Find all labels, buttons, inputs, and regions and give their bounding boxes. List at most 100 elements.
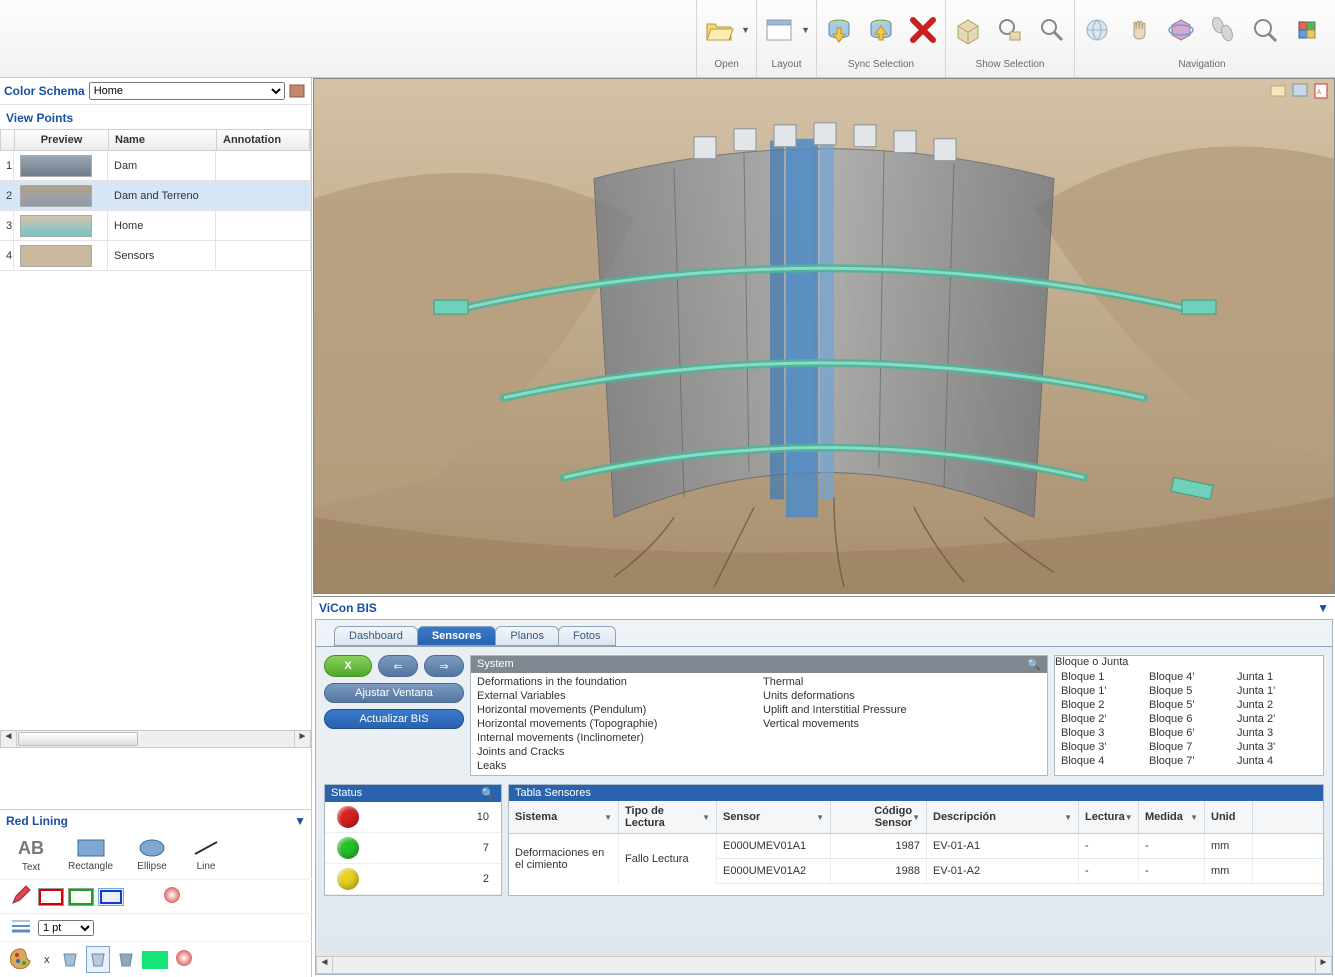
bucket-1-icon[interactable] <box>60 948 80 971</box>
system-search-icon[interactable]: 🔍 <box>1027 658 1041 671</box>
color-schema-select[interactable]: Home <box>89 82 285 100</box>
color-wheel-icon[interactable] <box>162 885 182 908</box>
vp-folder-icon[interactable] <box>1270 83 1286 102</box>
list-item[interactable]: Bloque 3' <box>1057 740 1145 754</box>
vicon-close-button[interactable]: X <box>324 655 372 677</box>
list-item[interactable]: External Variables <box>473 689 759 703</box>
rl-weight-select[interactable]: 1 pt <box>38 920 94 936</box>
list-item[interactable]: Bloque 3 <box>1057 726 1145 740</box>
nav-hand-icon[interactable] <box>1123 14 1155 46</box>
color-wheel-2-icon[interactable] <box>174 948 194 971</box>
list-item[interactable]: Junta 1' <box>1233 684 1321 698</box>
vicon-actualizar-button[interactable]: Actualizar BIS <box>324 709 464 729</box>
table-row[interactable]: E000UMEV01A11987EV-01-A1--mm <box>717 834 1323 859</box>
vicon-tab[interactable]: Planos <box>495 626 559 646</box>
sync-clear-icon[interactable] <box>907 14 939 46</box>
vicon-tab[interactable]: Dashboard <box>334 626 418 646</box>
rl-tool-rectangle[interactable]: Rectangle <box>68 838 113 873</box>
nav-orbit-icon[interactable] <box>1165 14 1197 46</box>
th-desc[interactable]: Descripción <box>933 811 996 823</box>
list-item[interactable]: Junta 2' <box>1233 712 1321 726</box>
vp-pdf-icon[interactable]: A <box>1314 83 1328 102</box>
vicon-prev-button[interactable]: ⇐ <box>378 655 418 677</box>
list-item[interactable]: Junta 1 <box>1233 670 1321 684</box>
list-item[interactable]: Bloque 6' <box>1145 726 1233 740</box>
nav-globe-icon[interactable] <box>1081 14 1113 46</box>
table-row[interactable]: E000UMEV01A21988EV-01-A2--mm <box>717 859 1323 884</box>
rl-stroke-swatch[interactable] <box>98 888 124 906</box>
rl-tool-text[interactable]: AB Text <box>18 838 44 873</box>
nav-cube-icon[interactable] <box>1291 14 1323 46</box>
list-item[interactable]: Bloque 4 <box>1057 754 1145 768</box>
viewpoint-row[interactable]: 2Dam and Terreno <box>0 181 311 211</box>
vp-col-preview[interactable]: Preview <box>15 130 109 150</box>
list-item[interactable]: Bloque 1 <box>1057 670 1145 684</box>
th-sensor[interactable]: Sensor <box>723 811 760 823</box>
vicon-tab[interactable]: Sensores <box>417 626 497 646</box>
color-schema-icon[interactable] <box>289 83 307 99</box>
list-item[interactable]: Horizontal movements (Topographie) <box>473 717 759 731</box>
status-row[interactable]: 2 <box>325 864 501 895</box>
list-item[interactable]: Bloque 4' <box>1145 670 1233 684</box>
rl-fill-swatch[interactable] <box>130 888 156 906</box>
list-item[interactable]: Vertical movements <box>759 717 1045 731</box>
left-hscroll[interactable]: ◄► <box>0 730 311 748</box>
list-item[interactable]: Bloque 7 <box>1145 740 1233 754</box>
viewpoint-row[interactable]: 3Home <box>0 211 311 241</box>
th-medida[interactable]: Medida <box>1145 811 1183 823</box>
th-lectura[interactable]: Lectura <box>1085 811 1125 823</box>
list-item[interactable]: Leaks <box>473 759 759 773</box>
list-item[interactable]: Junta 2 <box>1233 698 1321 712</box>
list-item[interactable]: Horizontal movements (Pendulum) <box>473 703 759 717</box>
show-zoom-icon[interactable] <box>1036 14 1068 46</box>
list-item[interactable]: Units deformations <box>759 689 1045 703</box>
vicon-collapse-icon[interactable]: ▼ <box>1317 601 1329 615</box>
list-item[interactable]: Deformations in the foundation <box>473 675 759 689</box>
th-unid[interactable]: Unid <box>1211 811 1235 823</box>
nav-walk-icon[interactable] <box>1207 14 1239 46</box>
list-item[interactable]: Bloque 5 <box>1145 684 1233 698</box>
vicon-ajustar-button[interactable]: Ajustar Ventana <box>324 683 464 703</box>
layout-icon[interactable] <box>763 14 795 46</box>
list-item[interactable]: Junta 3 <box>1233 726 1321 740</box>
bucket-2-icon[interactable] <box>86 946 110 973</box>
status-row[interactable]: 10 <box>325 802 501 833</box>
rl-stroke-swatch[interactable] <box>68 888 94 906</box>
viewpoint-row[interactable]: 4Sensors <box>0 241 311 271</box>
list-item[interactable]: Joints and Cracks <box>473 745 759 759</box>
vicon-tab[interactable]: Fotos <box>558 626 616 646</box>
vicon-hscroll[interactable]: ◄► <box>316 956 1332 974</box>
viewpoint-row[interactable]: 1Dam <box>0 151 311 181</box>
list-item[interactable]: Bloque 6 <box>1145 712 1233 726</box>
rl-tool-line[interactable]: Line <box>191 838 221 873</box>
list-item[interactable]: Uplift and Interstitial Pressure <box>759 703 1045 717</box>
nav-magnify-icon[interactable] <box>1249 14 1281 46</box>
show-box-icon[interactable] <box>952 14 984 46</box>
vp-save-icon[interactable] <box>1292 83 1308 102</box>
status-row[interactable]: 7 <box>325 833 501 864</box>
bucket-3-icon[interactable] <box>116 948 136 971</box>
rl-stroke-swatch[interactable] <box>38 888 64 906</box>
layout-dropdown-caret[interactable]: ▼ <box>801 25 810 35</box>
redlining-collapse-icon[interactable]: ▼ <box>294 814 306 828</box>
rl-tool-ellipse[interactable]: Ellipse <box>137 838 167 873</box>
list-item[interactable]: Junta 3' <box>1233 740 1321 754</box>
show-zoom-sel-icon[interactable] <box>994 14 1026 46</box>
list-item[interactable]: Bloque 7' <box>1145 754 1233 768</box>
vp-col-name[interactable]: Name <box>109 130 217 150</box>
list-item[interactable]: Bloque 2 <box>1057 698 1145 712</box>
viewport-3d[interactable]: A <box>313 78 1335 594</box>
sync-down-icon[interactable] <box>823 14 855 46</box>
list-item[interactable]: Thermal <box>759 675 1045 689</box>
status-search-icon[interactable]: 🔍 <box>481 787 495 800</box>
list-item[interactable]: Internal movements (Inclinometer) <box>473 731 759 745</box>
vp-col-annotation[interactable]: Annotation <box>217 130 310 150</box>
sync-up-icon[interactable] <box>865 14 897 46</box>
th-sistema[interactable]: Sistema <box>515 811 557 823</box>
open-icon[interactable] <box>703 14 735 46</box>
list-item[interactable]: Bloque 5' <box>1145 698 1233 712</box>
list-item[interactable]: Bloque 1' <box>1057 684 1145 698</box>
list-item[interactable]: Junta 4 <box>1233 754 1321 768</box>
rl-fill-swatch-2[interactable] <box>142 951 168 969</box>
th-tipo[interactable]: Tipo de Lectura <box>625 805 702 829</box>
